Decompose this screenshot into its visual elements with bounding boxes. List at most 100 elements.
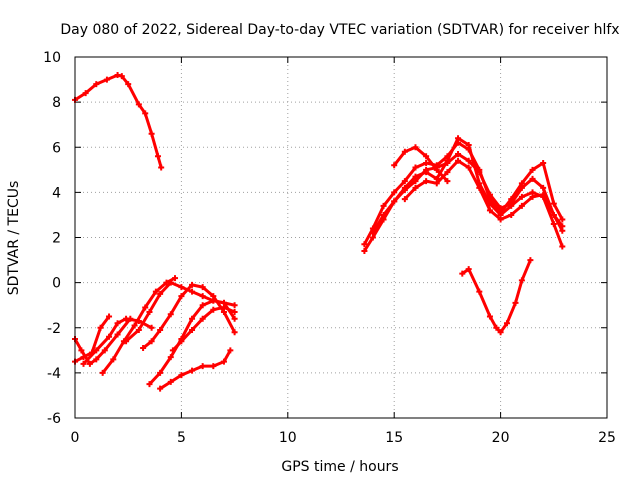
data-point [559, 216, 566, 223]
data-point [103, 76, 110, 83]
data-point [465, 266, 472, 273]
data-point [199, 363, 206, 370]
data-point [220, 304, 227, 311]
data-point [125, 81, 132, 88]
data-point [148, 338, 155, 345]
data-point [106, 333, 113, 340]
x-tick-label: 0 [71, 430, 80, 446]
data-point [189, 327, 196, 334]
data-point [189, 315, 196, 322]
data-point [110, 356, 117, 363]
data-point [380, 202, 387, 209]
data-point [444, 169, 451, 176]
series-points-track-early-d [80, 315, 155, 367]
y-tick-label: -6 [47, 411, 61, 427]
series-points-track-early-f [140, 281, 238, 352]
x-tick-label: 15 [385, 430, 403, 446]
data-point [157, 385, 164, 392]
series-points-track-early-e [123, 279, 238, 345]
data-point [167, 378, 174, 385]
data-point [178, 293, 185, 300]
data-point [231, 315, 238, 322]
data-point [540, 184, 547, 191]
data-point [131, 322, 138, 329]
data-point [210, 297, 217, 304]
data-point [459, 270, 466, 277]
data-point [465, 164, 472, 171]
data-point [412, 184, 419, 191]
data-point [455, 135, 462, 142]
data-point [361, 241, 368, 248]
data-point [518, 277, 525, 284]
plot-frame [74, 56, 608, 419]
data-point [401, 184, 408, 191]
data-point [101, 347, 108, 354]
data-point [154, 153, 161, 160]
data-point [157, 290, 164, 297]
data-point [118, 73, 125, 80]
data-point [508, 196, 515, 203]
data-point [423, 160, 430, 167]
y-tick-label: 6 [52, 140, 61, 156]
data-point [97, 324, 104, 331]
data-point [476, 184, 483, 191]
data-point [455, 151, 462, 158]
data-point [559, 243, 566, 250]
tick-labels: 0 5 10 15 20 25 -6 -4 -2 0 2 4 6 8 10 [43, 50, 616, 446]
data-point [361, 248, 368, 255]
data-point [444, 178, 451, 185]
data-point [465, 157, 472, 164]
series-points-track-early-i [157, 347, 234, 392]
series-line-track-late-d [392, 145, 449, 183]
data-point [189, 288, 196, 295]
data-point [210, 363, 217, 370]
data-point [497, 216, 504, 223]
data-point [157, 369, 164, 376]
x-tick-label: 10 [279, 430, 297, 446]
data-point [140, 345, 147, 352]
data-point [157, 327, 164, 334]
chart-title: Day 080 of 2022, Sidereal Day-to-day VTE… [60, 22, 619, 38]
data-point [114, 320, 121, 327]
data-point [231, 308, 238, 315]
data-point [391, 189, 398, 196]
data-point [412, 164, 419, 171]
data-point [93, 81, 100, 88]
data-point [508, 211, 515, 218]
data-point [199, 284, 206, 291]
data-point [497, 329, 504, 336]
data-point [503, 320, 510, 327]
data-point [493, 324, 500, 331]
y-tick-label: 0 [52, 276, 61, 292]
data-point [401, 178, 408, 185]
data-point [199, 302, 206, 309]
data-point [189, 281, 196, 288]
grid [75, 57, 607, 418]
series-line-track-early-f [141, 283, 237, 350]
data-point [433, 180, 440, 187]
data-point [465, 141, 472, 148]
data-point [78, 347, 85, 354]
data-point [401, 148, 408, 155]
data-point [476, 288, 483, 295]
data-point [210, 306, 217, 313]
data-point [486, 207, 493, 214]
x-axis-label: GPS time / hours [281, 459, 398, 475]
series-points-track-late-low [459, 257, 534, 336]
data-point [114, 331, 121, 338]
data-point [178, 284, 185, 291]
data-point [80, 360, 87, 367]
data-point [158, 164, 165, 171]
data-point [199, 315, 206, 322]
y-tick-label: 10 [43, 50, 61, 66]
data-point [559, 227, 566, 234]
data-point [169, 347, 176, 354]
data-point [412, 144, 419, 151]
y-tick-label: -2 [47, 321, 61, 337]
data-point [529, 193, 536, 200]
data-point [550, 220, 557, 227]
series-points-track-early-h [169, 304, 238, 354]
data-point [518, 202, 525, 209]
data-point [142, 110, 149, 117]
